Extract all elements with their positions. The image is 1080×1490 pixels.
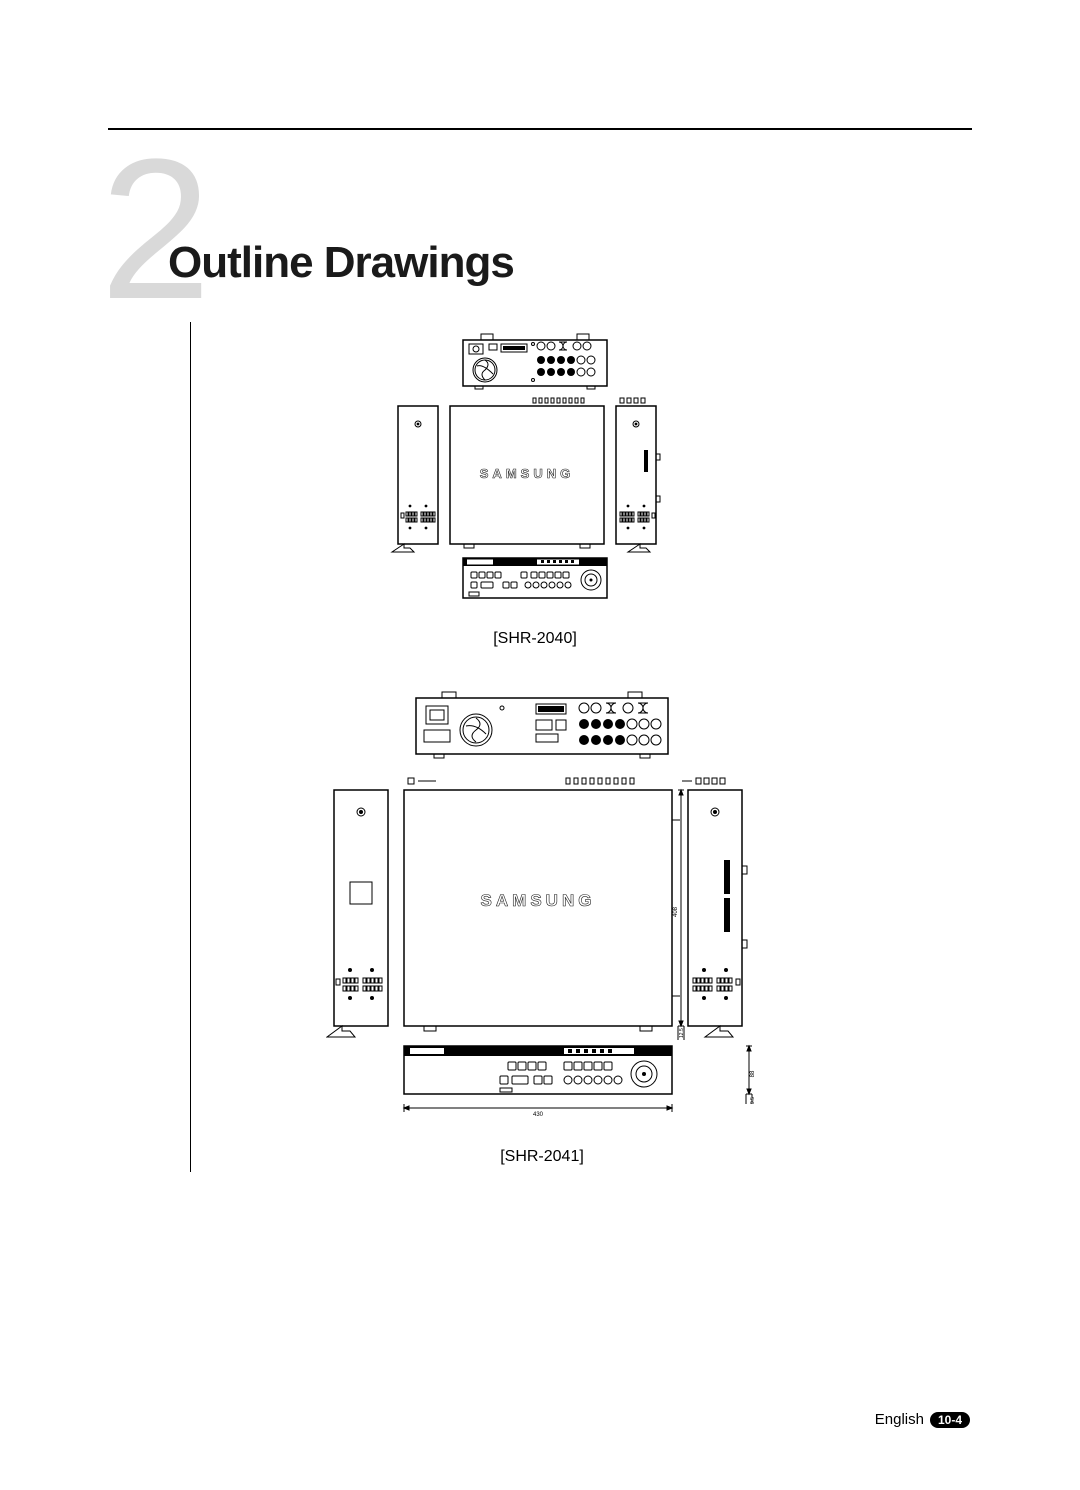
svg-text:430: 430 [533, 1112, 544, 1118]
chapter-title: Outline Drawings [168, 238, 514, 288]
caption-shr2041: [SHR-2041] [326, 1148, 758, 1166]
svg-text:9.5: 9.5 [750, 1097, 756, 1104]
caption-shr2040: [SHR-2040] [390, 630, 680, 648]
svg-text:12.5: 12.5 [679, 1028, 685, 1038]
footer-language: English [875, 1411, 924, 1428]
page-footer: English 10-4 [875, 1411, 970, 1428]
outline-drawing-shr2041: SAMSUNG [326, 690, 758, 1122]
section-divider [190, 322, 191, 1172]
outline-drawing-shr2040: SAMSUNG [390, 332, 680, 612]
chapter-number: 2 [100, 130, 203, 330]
footer-page-number: 10-4 [930, 1412, 970, 1428]
svg-text:SAMSUNG: SAMSUNG [480, 466, 574, 481]
svg-text:88: 88 [750, 1070, 756, 1077]
svg-text:SAMSUNG: SAMSUNG [481, 891, 596, 910]
svg-text:408: 408 [673, 906, 679, 917]
